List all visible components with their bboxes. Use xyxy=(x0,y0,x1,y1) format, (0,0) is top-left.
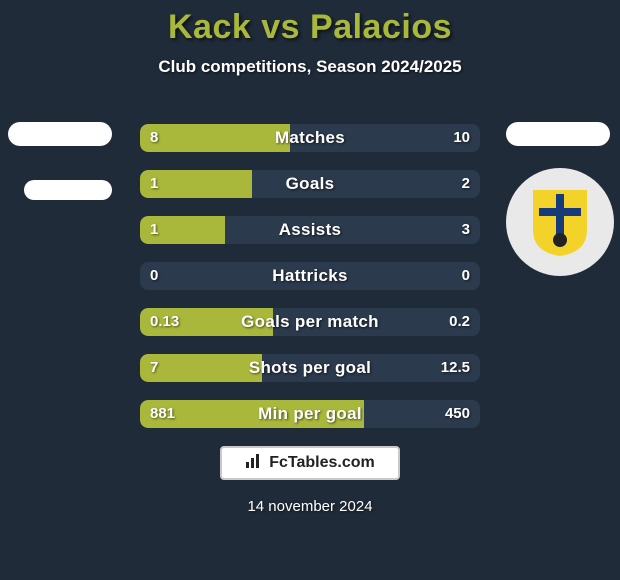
subtitle: Club competitions, Season 2024/2025 xyxy=(0,57,620,77)
stat-row: 1Assists3 xyxy=(140,216,480,244)
shield-icon xyxy=(529,186,591,258)
shield-cross-h xyxy=(539,208,581,216)
player-left-avatar-placeholder xyxy=(8,122,112,146)
stat-row: 1Goals2 xyxy=(140,170,480,198)
player-left-name: Kack xyxy=(168,8,251,46)
stat-row: 881Min per goal450 xyxy=(140,400,480,428)
stat-label: Assists xyxy=(140,216,480,244)
site-logo-text: FcTables.com xyxy=(269,454,375,472)
stat-value-right: 10 xyxy=(453,124,470,152)
shield-ball xyxy=(553,233,567,247)
stat-value-right: 12.5 xyxy=(441,354,470,382)
stat-value-right: 0 xyxy=(462,262,470,290)
stat-bars: 8Matches10 1Goals2 1Assists3 0Hattricks0 0.1… xyxy=(140,124,480,446)
stat-value-right: 2 xyxy=(462,170,470,198)
vs-separator: vs xyxy=(261,8,300,46)
stat-value-right: 0.2 xyxy=(449,308,470,336)
page-title: Kack vs Palacios xyxy=(0,8,620,47)
player-right-avatar-placeholder xyxy=(506,122,610,146)
stat-row: 7Shots per goal12.5 xyxy=(140,354,480,382)
stat-label: Min per goal xyxy=(140,400,480,428)
stat-label: Shots per goal xyxy=(140,354,480,382)
stat-label: Goals xyxy=(140,170,480,198)
stat-row: 0Hattricks0 xyxy=(140,262,480,290)
player-right-name: Palacios xyxy=(310,8,452,46)
player-left-club-placeholder xyxy=(24,180,112,200)
stat-value-right: 3 xyxy=(462,216,470,244)
player-right-club-crest xyxy=(506,168,614,276)
comparison-card: Kack vs Palacios Club competitions, Seas… xyxy=(0,0,620,580)
stat-label: Goals per match xyxy=(140,308,480,336)
stat-value-right: 450 xyxy=(445,400,470,428)
site-logo[interactable]: FcTables.com xyxy=(220,446,400,480)
generated-date: 14 november 2024 xyxy=(0,498,620,515)
stat-row: 0.13Goals per match0.2 xyxy=(140,308,480,336)
stat-row: 8Matches10 xyxy=(140,124,480,152)
stat-label: Matches xyxy=(140,124,480,152)
stat-label: Hattricks xyxy=(140,262,480,290)
chart-icon xyxy=(245,453,263,474)
